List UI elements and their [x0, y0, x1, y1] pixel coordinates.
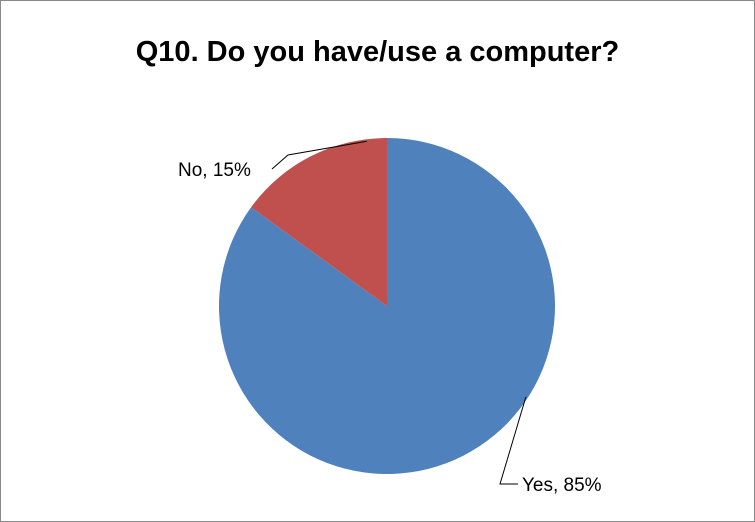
pie-slice-no — [251, 138, 387, 306]
chart-title: Q10. Do you have/use a computer? — [135, 36, 620, 68]
data-label-no: No, 15% — [178, 160, 251, 181]
leader-line-yes — [499, 396, 527, 485]
pie-slice-yes — [218, 138, 555, 474]
leader-line-no — [271, 140, 368, 170]
data-label-yes: Yes, 85% — [522, 475, 602, 496]
